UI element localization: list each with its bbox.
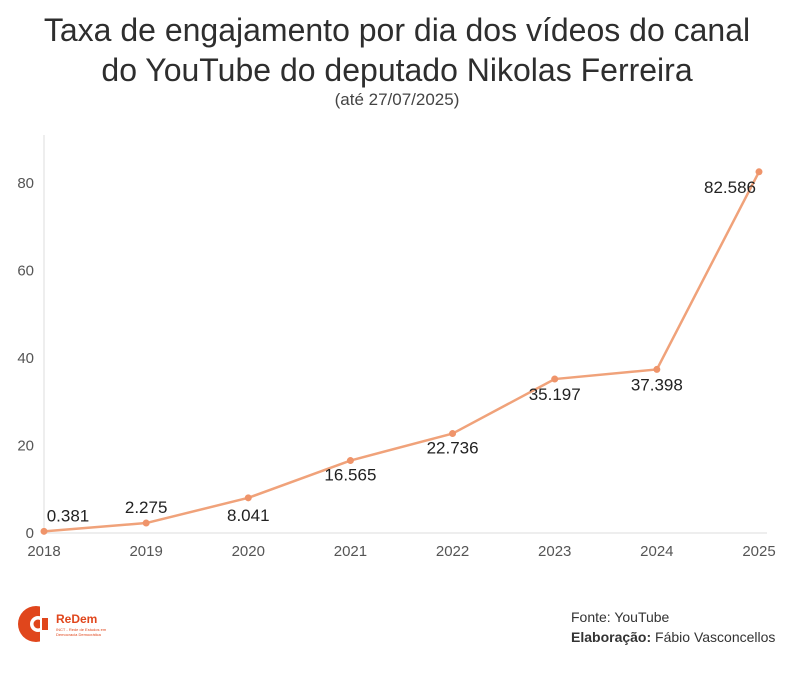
- data-point: [755, 168, 763, 176]
- redem-logo-icon: [18, 604, 54, 644]
- x-tick-label: 2021: [334, 543, 367, 560]
- data-label: 37.398: [631, 375, 683, 394]
- footer: Fonte: YouTube Elaboração: Fábio Vasconc…: [571, 607, 775, 647]
- series-line: [43, 171, 761, 533]
- redem-logo: ReDem INCT - Rede de Estudos em Democrac…: [16, 600, 126, 648]
- title-line-2: do YouTube do deputado Nikolas Ferreira: [101, 52, 693, 88]
- y-tick-label: 40: [17, 350, 34, 367]
- data-point: [244, 494, 252, 502]
- data-label: 2.275: [125, 498, 168, 517]
- credit-note: Elaboração: Fábio Vasconcellos: [571, 627, 775, 647]
- x-tick-label: 2018: [27, 543, 60, 560]
- data-point: [40, 527, 48, 535]
- source-note: Fonte: YouTube: [571, 609, 670, 625]
- chart-subtitle: (até 27/07/2025): [334, 90, 460, 109]
- x-tick-label: 2022: [436, 543, 469, 560]
- x-tick-label: 2019: [129, 543, 162, 560]
- data-point: [449, 430, 457, 438]
- data-label: 22.736: [427, 439, 479, 458]
- data-label: 82.586: [704, 178, 756, 197]
- x-tick-label: 2020: [232, 543, 265, 560]
- credit-name: Fábio Vasconcellos: [655, 629, 776, 645]
- x-tick-label: 2023: [538, 543, 571, 560]
- y-tick-label: 80: [17, 175, 34, 192]
- x-tick-label: 2024: [640, 543, 673, 560]
- data-label: 8.041: [227, 506, 270, 525]
- logo-tagline: INCT - Rede de Estudos em Democracia Dem…: [56, 627, 107, 637]
- data-label: 0.381: [47, 506, 90, 525]
- credit-label: Elaboração:: [571, 629, 652, 645]
- x-tick-label: 2025: [742, 543, 775, 560]
- y-tick-label: 0: [26, 525, 34, 542]
- logo-name: ReDem: [56, 612, 98, 626]
- data-point: [346, 457, 354, 465]
- y-tick-label: 20: [17, 438, 34, 455]
- title-line-1: Taxa de engajamento por dia dos vídeos d…: [43, 12, 751, 48]
- data-label: 16.565: [324, 466, 376, 485]
- data-point: [551, 375, 559, 383]
- y-tick-label: 60: [17, 263, 34, 280]
- data-label: 35.197: [529, 385, 581, 404]
- chart-title: Taxa de engajamento por dia dos vídeos d…: [0, 10, 794, 90]
- data-point: [653, 365, 661, 373]
- data-point: [142, 519, 150, 527]
